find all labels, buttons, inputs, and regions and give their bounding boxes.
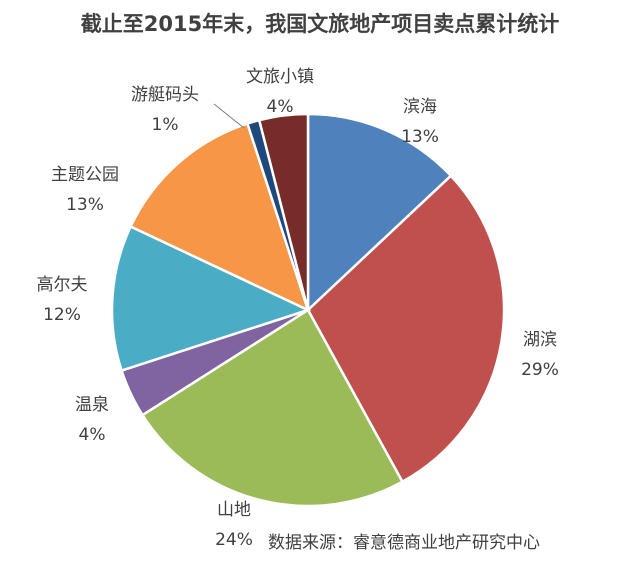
slice-label: 高尔夫 bbox=[37, 275, 88, 295]
slice-percent-label: 4% bbox=[267, 97, 294, 117]
slice-percent-label: 29% bbox=[521, 360, 559, 380]
pie-slice bbox=[257, 112, 310, 311]
slice-label: 主题公园 bbox=[51, 165, 119, 185]
slice-percent-label: 4% bbox=[79, 425, 106, 445]
slice-percent-label: 24% bbox=[215, 530, 253, 550]
slice-label: 滨海 bbox=[403, 97, 437, 117]
slice-percent-label: 12% bbox=[43, 305, 81, 325]
pie-slice bbox=[306, 174, 506, 484]
data-source: 数据来源：睿意德商业地产研究中心 bbox=[268, 533, 540, 553]
slice-percent-label: 13% bbox=[401, 127, 439, 147]
slice-label: 文旅小镇 bbox=[246, 67, 314, 87]
pie-slice bbox=[306, 112, 453, 313]
pie-slice bbox=[128, 122, 311, 313]
pie-slice bbox=[140, 308, 405, 508]
slice-label: 游艇码头 bbox=[131, 85, 199, 105]
pie-slice bbox=[110, 224, 312, 373]
slice-percent-label: 1% bbox=[152, 115, 179, 135]
leader-line bbox=[213, 103, 245, 129]
slice-percent-label: 13% bbox=[66, 195, 104, 215]
slice-label: 山地 bbox=[217, 500, 251, 520]
slice-label: 温泉 bbox=[75, 395, 109, 415]
slice-label: 湖滨 bbox=[523, 330, 557, 350]
chart-title: 截止至2015年末，我国文旅地产项目卖点累计统计 bbox=[80, 12, 560, 36]
